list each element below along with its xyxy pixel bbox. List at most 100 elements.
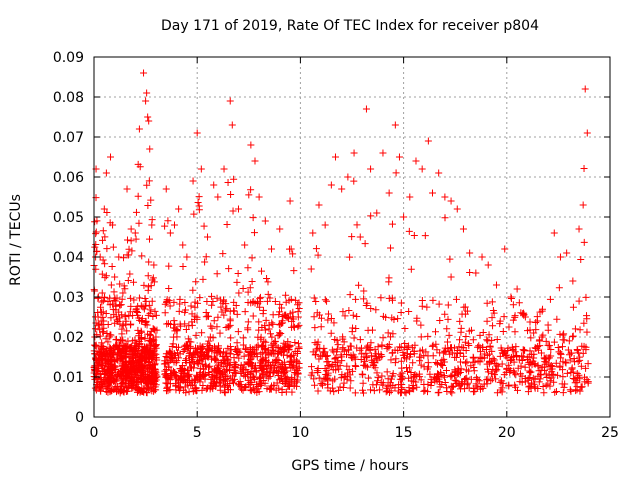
data-point [250, 229, 258, 237]
data-point [117, 382, 125, 390]
data-point [269, 347, 277, 355]
data-point [114, 317, 122, 325]
data-point [580, 238, 588, 246]
data-point [407, 377, 415, 385]
data-point [173, 333, 181, 341]
data-point [554, 343, 562, 351]
data-point [427, 378, 435, 386]
data-point [353, 312, 361, 320]
data-point [141, 343, 149, 351]
data-point [397, 357, 405, 365]
data-point [421, 386, 429, 394]
data-point [125, 375, 133, 383]
data-point [360, 287, 368, 295]
data-point [410, 232, 418, 240]
data-point [284, 314, 292, 322]
data-point [544, 326, 552, 334]
data-point [321, 296, 329, 304]
data-point [583, 312, 591, 320]
data-point [135, 219, 143, 227]
data-point [228, 121, 236, 129]
data-point [403, 364, 411, 372]
data-point [448, 383, 456, 391]
data-point [119, 289, 127, 297]
data-point [140, 305, 148, 313]
data-point [344, 173, 352, 181]
data-point [413, 383, 421, 391]
data-point [100, 317, 108, 325]
data-point [127, 294, 135, 302]
data-point [313, 340, 321, 348]
data-point [315, 374, 323, 382]
data-point [460, 303, 468, 311]
data-point [395, 153, 403, 161]
data-point [533, 317, 541, 325]
x-tick-label: 5 [193, 425, 202, 441]
data-point [143, 181, 151, 189]
data-point [127, 225, 135, 233]
data-point [269, 320, 277, 328]
data-point [101, 294, 109, 302]
data-point [424, 352, 432, 360]
data-point [128, 354, 136, 362]
data-point [97, 374, 105, 382]
data-point [340, 338, 348, 346]
data-point [189, 177, 197, 185]
data-point [367, 386, 375, 394]
data-point [519, 346, 527, 354]
data-point [359, 389, 367, 397]
data-point [97, 387, 105, 395]
data-point [253, 353, 261, 361]
data-point [445, 331, 453, 339]
data-point [432, 328, 440, 336]
data-point [518, 357, 526, 365]
data-point [180, 369, 188, 377]
data-point [403, 367, 411, 375]
data-point [418, 297, 426, 305]
data-point [235, 354, 243, 362]
data-point [295, 321, 303, 329]
data-point [389, 330, 397, 338]
data-point [118, 361, 126, 369]
data-point [397, 343, 405, 351]
data-point [91, 218, 99, 226]
data-point [456, 358, 464, 366]
data-point [546, 295, 554, 303]
data-point [416, 357, 424, 365]
data-point [492, 281, 500, 289]
data-point [385, 189, 393, 197]
data-point [307, 265, 315, 273]
data-point [478, 253, 486, 261]
data-point [226, 350, 234, 358]
data-point [417, 361, 425, 369]
data-point [163, 296, 171, 304]
data-point [98, 362, 106, 370]
data-point [345, 307, 353, 315]
data-point [324, 310, 332, 318]
data-point [479, 328, 487, 336]
data-point [463, 358, 471, 366]
data-point [484, 261, 492, 269]
data-point [231, 375, 239, 383]
data-point [148, 362, 156, 370]
data-point [581, 85, 589, 93]
data-point [249, 312, 257, 320]
data-point [214, 342, 222, 350]
data-point [208, 324, 216, 332]
data-point [286, 197, 294, 205]
data-point [383, 368, 391, 376]
data-point [579, 201, 587, 209]
data-point [539, 382, 547, 390]
data-point [101, 356, 109, 364]
data-point [329, 360, 337, 368]
data-point [274, 371, 282, 379]
data-point [505, 323, 513, 331]
data-point [175, 307, 183, 315]
data-point [343, 373, 351, 381]
data-point [259, 356, 267, 364]
data-point [260, 345, 268, 353]
data-point [388, 220, 396, 228]
data-point [329, 377, 337, 385]
data-point [569, 303, 577, 311]
data-point [362, 344, 370, 352]
